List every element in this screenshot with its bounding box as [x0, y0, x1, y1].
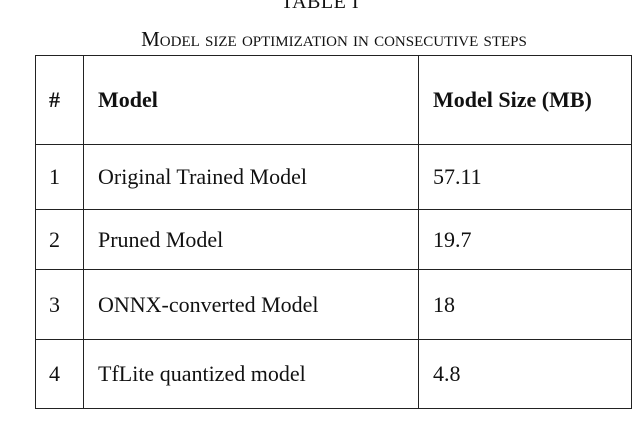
cell: 4	[35, 339, 84, 409]
row: 2 Pruned Model 19.7	[35, 209, 632, 270]
cell: 3	[35, 269, 84, 340]
row: 1 Original Trained Model 57.11	[35, 144, 632, 210]
cell: ONNX-converted Model	[83, 269, 419, 340]
row: 3 ONNX-converted Model 18	[35, 269, 632, 340]
cell: 1	[35, 144, 84, 210]
cell: TfLite quantized model	[83, 339, 419, 409]
header-cell: Model Size (MB)	[418, 55, 632, 145]
header-row: # Model Model Size (MB)	[35, 55, 632, 145]
cell: 18	[418, 269, 632, 340]
row: 4 TfLite quantized model 4.8	[35, 339, 632, 409]
header-cell: #	[35, 55, 84, 145]
header-cell: Model	[83, 55, 419, 145]
cell: Original Trained Model	[83, 144, 419, 210]
cell: 19.7	[418, 209, 632, 270]
table-label: TABLE I	[281, 0, 359, 13]
table-caption: Model size optimization in consecutive s…	[141, 27, 527, 51]
cell: 4.8	[418, 339, 632, 409]
table: # Model Model Size (MB) 1 Original Train…	[35, 55, 632, 409]
cell: 2	[35, 209, 84, 270]
cell: 57.11	[418, 144, 632, 210]
cell: Pruned Model	[83, 209, 419, 270]
